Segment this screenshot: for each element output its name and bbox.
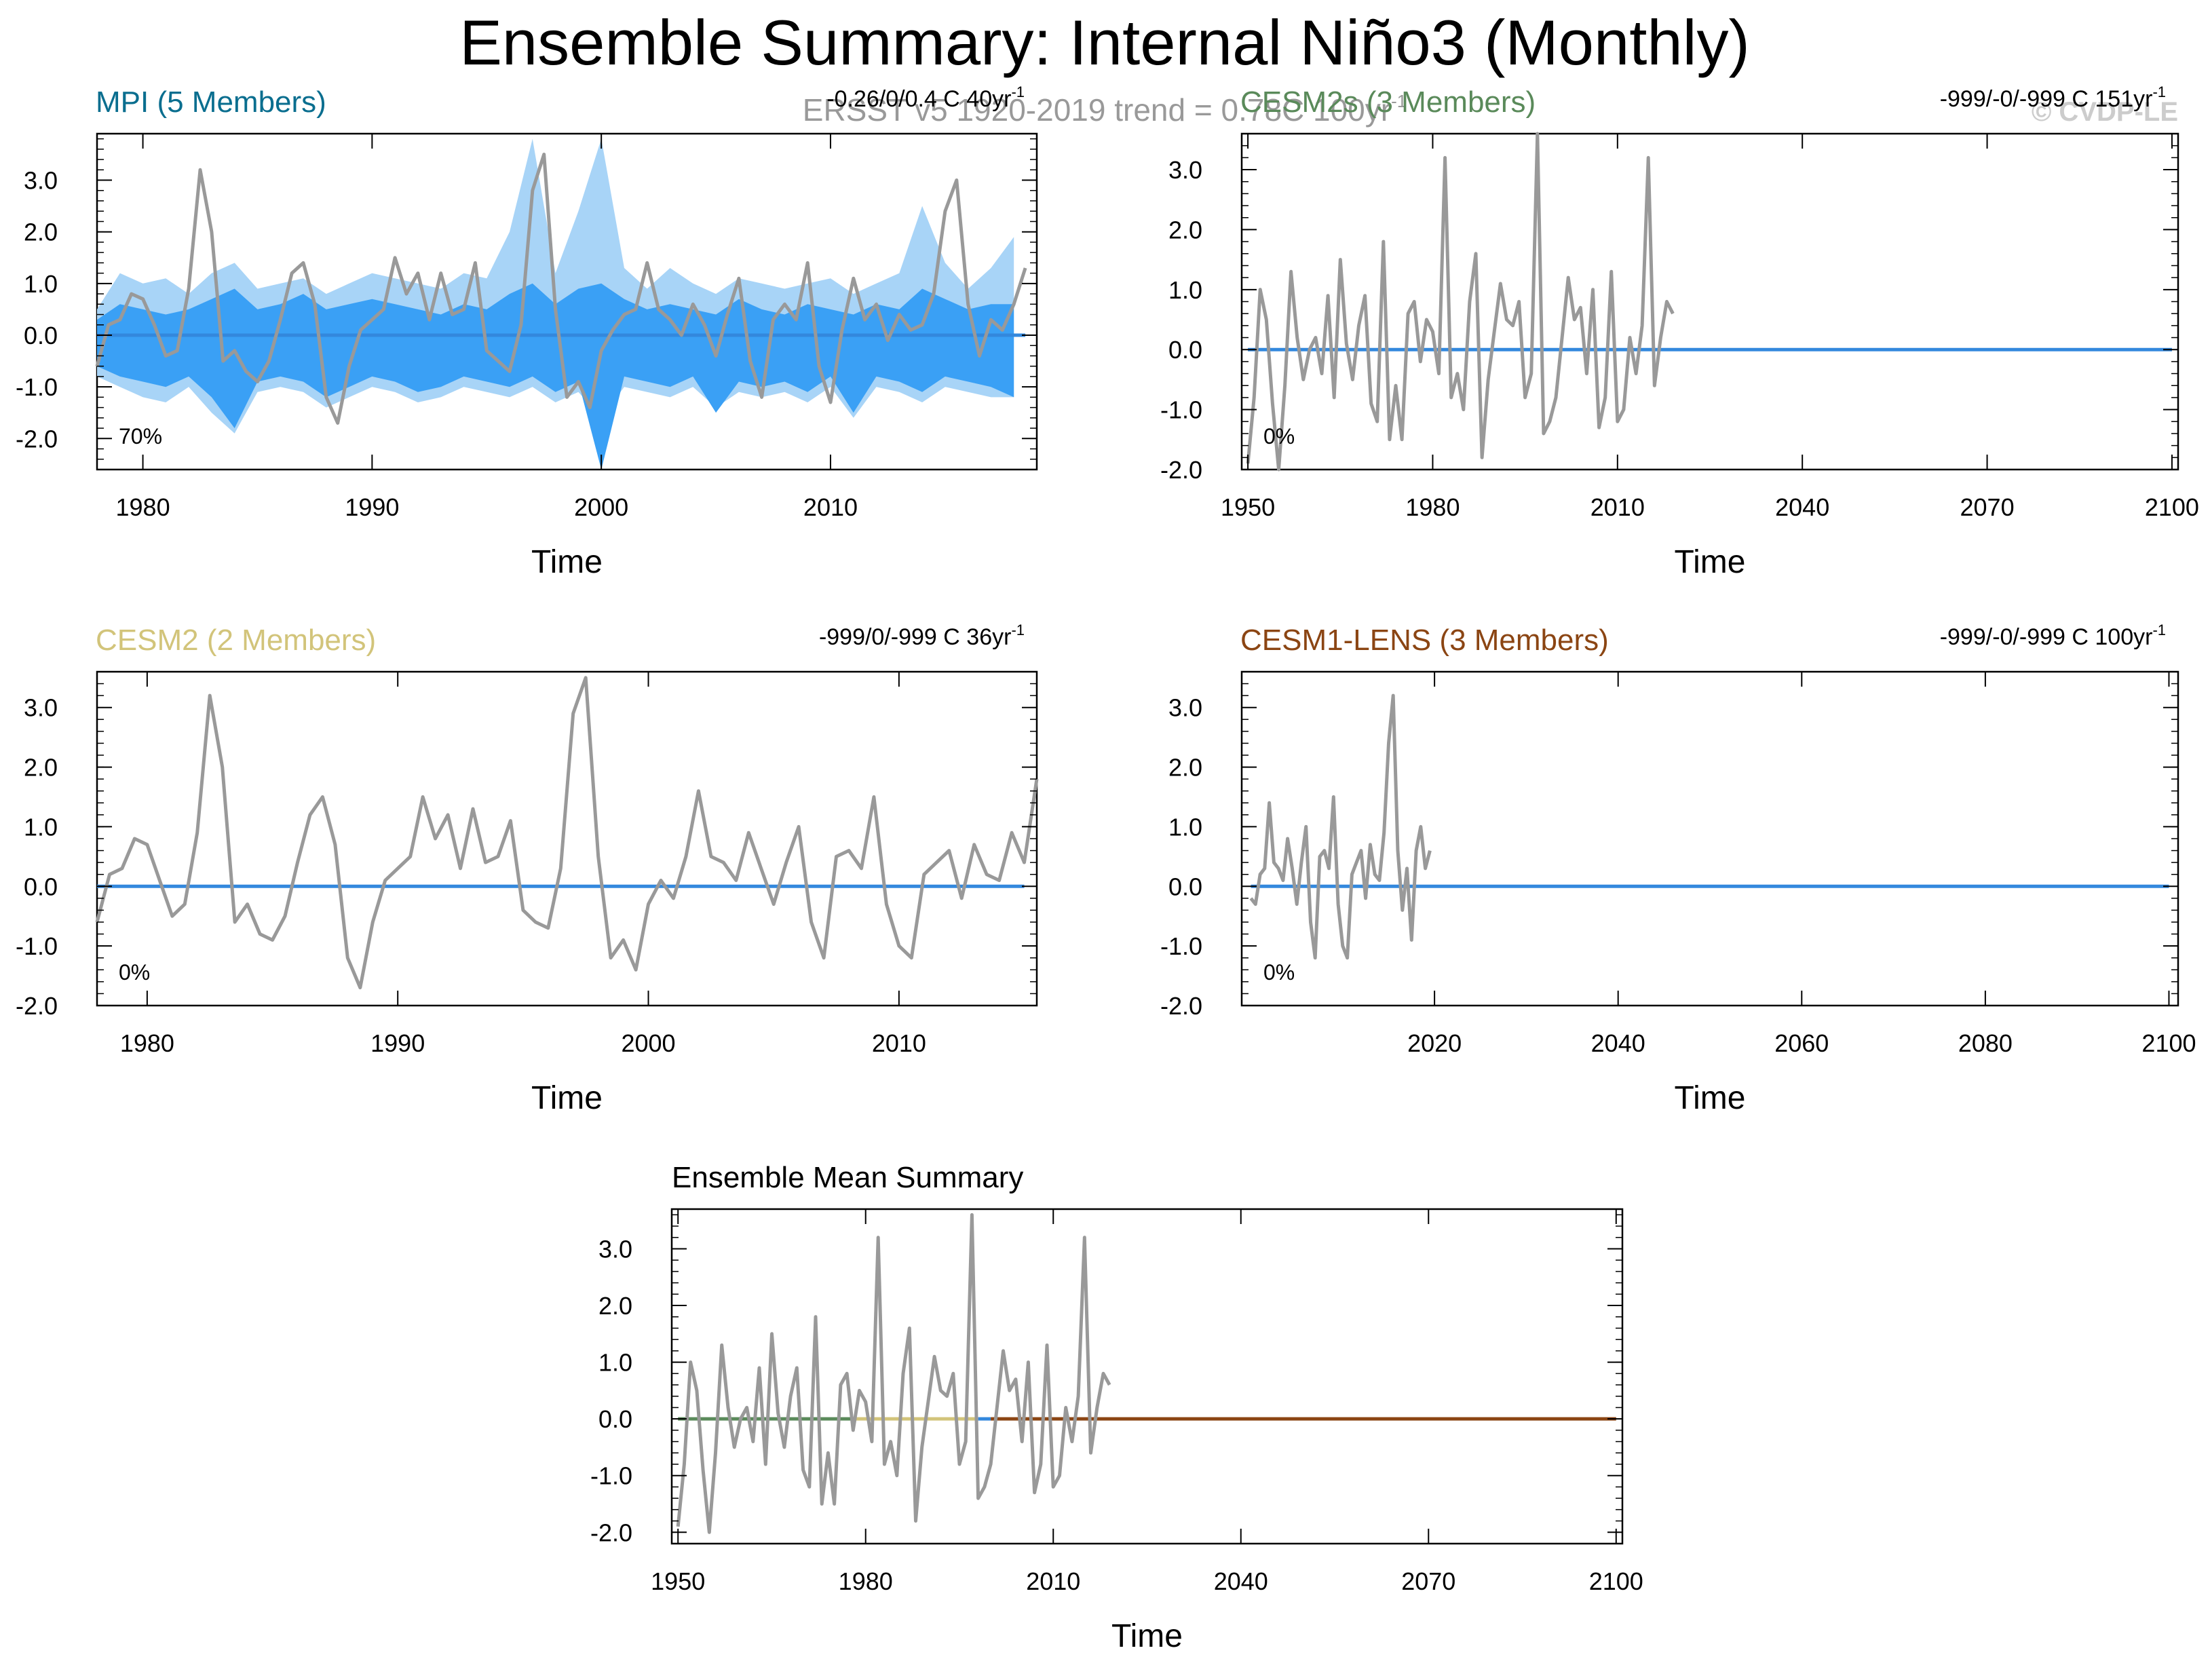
figure-subtitle-sup: -1	[1391, 91, 1407, 111]
y-tick-label: -2.0	[16, 992, 58, 1020]
x-tick-label: 2070	[1401, 1567, 1455, 1595]
y-tick-label: -2.0	[16, 425, 58, 453]
y-tick-label: 3.0	[1168, 156, 1202, 184]
percent-label: 0%	[119, 960, 150, 985]
figure-title: Ensemble Summary: Internal Niño3 (Monthl…	[459, 7, 1750, 78]
y-tick-label: 1.0	[1168, 813, 1202, 841]
x-tick-label: 1950	[651, 1567, 705, 1595]
x-axis-label: Time	[531, 544, 603, 580]
y-tick-label: 0.0	[1168, 873, 1202, 900]
observation-series-line	[95, 153, 1027, 425]
y-tick-label: 1.0	[598, 1349, 632, 1377]
x-tick-label: 2010	[872, 1029, 926, 1057]
percent-label: 70%	[119, 424, 162, 448]
trend-label: -999/0/-999 C 36yr-1	[819, 622, 1025, 650]
x-axis-label: Time	[531, 1080, 603, 1116]
y-tick-label: -1.0	[1160, 396, 1202, 424]
x-tick-label: 2100	[2145, 493, 2199, 521]
x-tick-label: 2100	[2141, 1029, 2196, 1057]
trend-text: -999/-0/-999 C 100yr	[1940, 624, 2153, 650]
x-tick-label: 1980	[839, 1567, 893, 1595]
x-tick-label: 2020	[1407, 1029, 1462, 1057]
y-tick-label: -1.0	[590, 1462, 632, 1490]
y-tick-label: 3.0	[24, 167, 58, 195]
x-axis-label: Time	[1675, 1080, 1746, 1116]
y-tick-label: 2.0	[1168, 754, 1202, 782]
y-tick-label: 0.0	[598, 1405, 632, 1433]
trend-superscript: -1	[1011, 83, 1025, 100]
panel-mpi: 3.0 2.0 1.0 0.0 -1.0 -2.0 1980 1990 2000 2010 Time…	[16, 83, 1038, 580]
y-tick-label: 0.0	[24, 322, 58, 349]
x-tick-label: 2010	[1590, 493, 1645, 521]
y-tick-label: 1.0	[1168, 276, 1202, 304]
y-tick-label: 3.0	[24, 694, 58, 722]
y-tick-label: 0.0	[24, 873, 58, 900]
trend-superscript: -1	[2152, 622, 2166, 638]
y-tick-label: 1.0	[24, 813, 58, 841]
x-tick-label: 2060	[1774, 1029, 1829, 1057]
plot-frame	[670, 1208, 1624, 1545]
ensemble-interquartile-band	[97, 283, 1014, 470]
panel-title: CESM2 (2 Members)	[96, 624, 376, 657]
x-tick-label: 2000	[621, 1029, 675, 1057]
copyright-label: © CVDP-LE	[2032, 97, 2178, 127]
y-tick-label: -1.0	[1160, 932, 1202, 960]
observation-series-line	[1246, 132, 1675, 472]
panel-cesm2s: 3.0 2.0 1.0 0.0 -1.0 -2.0 1950 1980 2010 2040 2070…	[1160, 83, 2199, 580]
trend-superscript: -1	[1011, 622, 1025, 638]
x-tick-label: 1990	[345, 493, 399, 521]
x-tick-label: 1980	[120, 1029, 174, 1057]
trend-label: -999/-0/-999 C 100yr-1	[1940, 622, 2166, 650]
x-tick-label: 2070	[1960, 493, 2015, 521]
trend-label: -0.26/0/0.4 C 40yr-1	[826, 83, 1025, 112]
y-tick-label: -2.0	[590, 1519, 632, 1546]
panel-title: CESM1-LENS (3 Members)	[1240, 624, 1609, 657]
x-axis-label: Time	[1675, 544, 1746, 580]
figure-subtitle: ERSST v5 1920-2019 trend = 0.78C 100yr-1	[803, 91, 1407, 128]
y-tick-label: 0.0	[1168, 336, 1202, 364]
x-tick-label: 2010	[1026, 1567, 1080, 1595]
x-tick-label: 1990	[370, 1029, 425, 1057]
y-tick-label: -2.0	[1160, 992, 1202, 1020]
y-tick-label: 3.0	[1168, 694, 1202, 722]
observation-series-line	[95, 676, 1039, 990]
trend-text: -999/0/-999 C 36yr	[819, 624, 1012, 650]
y-tick-label: -2.0	[1160, 456, 1202, 484]
trend-text: -999/-0/-999 C 151yr	[1940, 86, 2153, 112]
y-tick-label: 2.0	[24, 754, 58, 782]
x-tick-label: 1950	[1221, 493, 1275, 521]
x-tick-label: 1980	[1405, 493, 1460, 521]
percent-label: 0%	[1263, 424, 1295, 448]
percent-label: 0%	[1263, 960, 1295, 985]
trend-superscript: -1	[2152, 83, 2166, 100]
y-tick-label: 2.0	[598, 1292, 632, 1320]
x-tick-label: 1980	[116, 493, 170, 521]
panel-title: CESM2s (3 Members)	[1240, 85, 1536, 119]
x-tick-label: 2100	[1589, 1567, 1643, 1595]
panel-title: MPI (5 Members)	[96, 85, 326, 119]
y-tick-label: -1.0	[16, 932, 58, 960]
x-tick-label: 2040	[1775, 493, 1829, 521]
panel-title: Ensemble Mean Summary	[672, 1161, 1023, 1194]
trend-label: -999/-0/-999 C 151yr-1	[1940, 83, 2166, 112]
y-tick-label: 3.0	[598, 1235, 632, 1263]
x-tick-label: 2080	[1958, 1029, 2013, 1057]
y-tick-label: 1.0	[24, 270, 58, 298]
x-tick-label: 2040	[1214, 1567, 1268, 1595]
y-tick-label: -1.0	[16, 373, 58, 401]
x-tick-label: 2040	[1591, 1029, 1645, 1057]
observation-series-line	[676, 1213, 1111, 1534]
y-tick-label: 2.0	[24, 218, 58, 246]
x-tick-label: 2010	[803, 493, 858, 521]
x-tick-label: 2000	[574, 493, 628, 521]
panel-mean: 3.0 2.0 1.0 0.0 -1.0 -2.0 1950 1980 2010 2040 2070…	[590, 1161, 1643, 1654]
panel-cesm1: 3.0 2.0 1.0 0.0 -1.0 -2.0 2020 2040 2060 2080 2100…	[1160, 622, 2196, 1116]
plot-frame	[96, 670, 1038, 1007]
x-axis-label: Time	[1111, 1618, 1183, 1654]
trend-text: -0.26/0/0.4 C 40yr	[826, 86, 1011, 112]
panel-cesm2: 3.0 2.0 1.0 0.0 -1.0 -2.0 1980 1990 2000 2010 Time…	[16, 622, 1039, 1116]
y-tick-label: 2.0	[1168, 216, 1202, 244]
observation-series-line	[1249, 693, 1432, 960]
